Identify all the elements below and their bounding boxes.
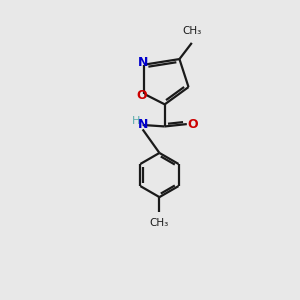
Text: N: N bbox=[137, 118, 148, 131]
Text: CH₃: CH₃ bbox=[150, 218, 169, 228]
Text: H: H bbox=[132, 116, 140, 126]
Text: O: O bbox=[136, 89, 147, 102]
Text: N: N bbox=[138, 56, 148, 69]
Text: O: O bbox=[188, 118, 198, 130]
Text: CH₃: CH₃ bbox=[182, 26, 201, 36]
